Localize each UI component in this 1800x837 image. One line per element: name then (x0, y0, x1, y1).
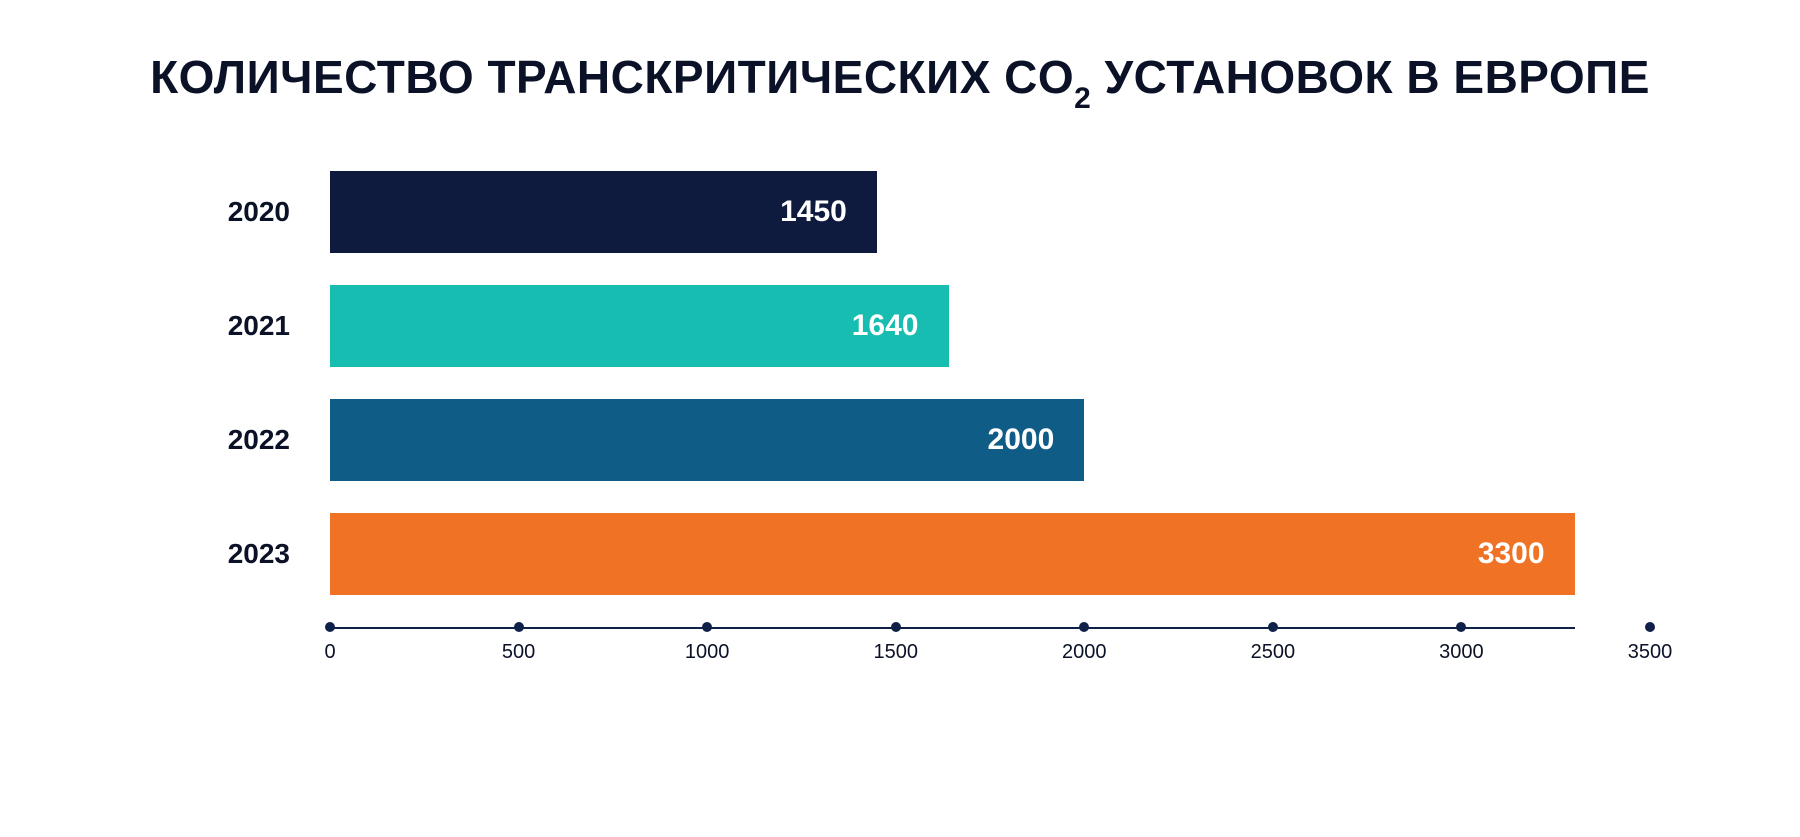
axis-tick-label: 0 (324, 641, 335, 664)
axis-tick-label: 2500 (1251, 641, 1296, 664)
axis-tick-label: 2000 (1062, 641, 1107, 664)
axis-tick-label: 3000 (1439, 641, 1484, 664)
axis-tick-dot (514, 622, 524, 632)
axis-tick-label: 3500 (1628, 641, 1673, 664)
chart-container: КОЛИЧЕСТВО ТРАНСКРИТИЧЕСКИХ CO2 УСТАНОВО… (0, 0, 1800, 837)
axis-tick-label: 500 (502, 641, 535, 664)
y-axis-label: 2020 (150, 196, 330, 228)
y-axis-label: 2021 (150, 310, 330, 342)
bar-row: 20222000 (150, 399, 1650, 481)
axis-tick-dot (1079, 622, 1089, 632)
plot-area: 2000 (330, 399, 1650, 481)
plot-area: 3300 (330, 513, 1650, 595)
bar: 3300 (330, 513, 1575, 595)
bar: 1450 (330, 171, 877, 253)
plot-area: 1450 (330, 171, 1650, 253)
y-axis-label: 2022 (150, 424, 330, 456)
axis-tick-label: 1500 (873, 641, 918, 664)
title-post: УСТАНОВОК В ЕВРОПЕ (1091, 51, 1650, 103)
axis-tick-dot (891, 622, 901, 632)
axis-tick-dot (1268, 622, 1278, 632)
axis-tick-dot (702, 622, 712, 632)
x-axis: 0500100015002000250030003500 (150, 627, 1650, 687)
plot-area: 1640 (330, 285, 1650, 367)
bar: 1640 (330, 285, 949, 367)
bar-row: 20211640 (150, 285, 1650, 367)
title-subscript: 2 (1074, 82, 1091, 115)
axis-tick-dot (1645, 622, 1655, 632)
title-pre: КОЛИЧЕСТВО ТРАНСКРИТИЧЕСКИХ CO (150, 51, 1074, 103)
axis-tick-dot (325, 622, 335, 632)
axis-tick-label: 1000 (685, 641, 730, 664)
bar: 2000 (330, 399, 1084, 481)
bar-row: 20201450 (150, 171, 1650, 253)
chart-title: КОЛИЧЕСТВО ТРАНСКРИТИЧЕСКИХ CO2 УСТАНОВО… (80, 50, 1720, 111)
bar-row: 20233300 (150, 513, 1650, 595)
y-axis-label: 2023 (150, 538, 330, 570)
axis-tick-dot (1456, 622, 1466, 632)
axis-area: 0500100015002000250030003500 (330, 627, 1650, 687)
bar-chart: 2020145020211640202220002023330005001000… (150, 171, 1650, 687)
